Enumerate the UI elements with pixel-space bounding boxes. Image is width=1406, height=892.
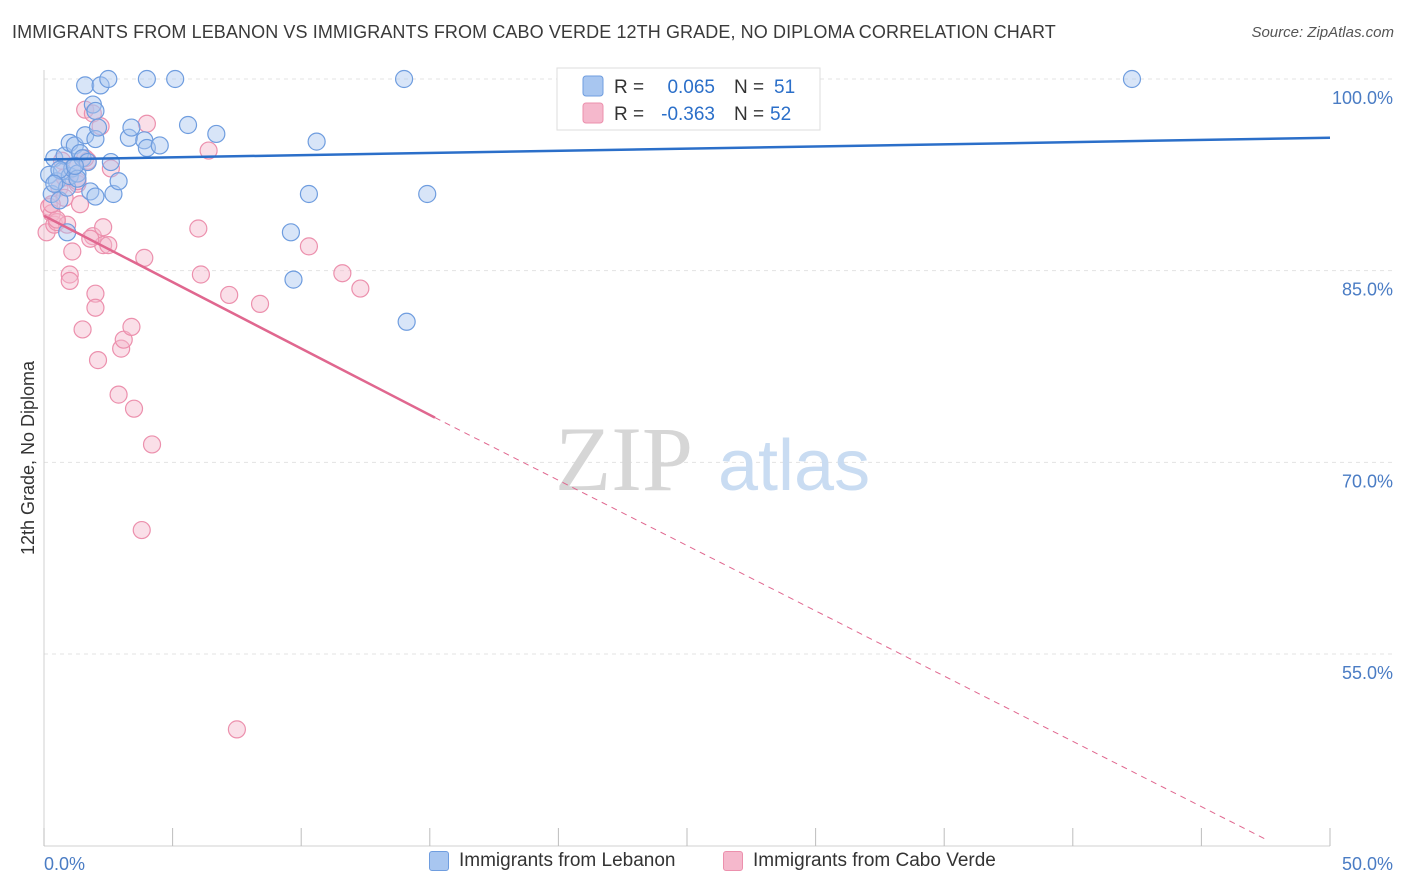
- lebanon-point: [122, 118, 141, 137]
- lebanon-point: [86, 129, 105, 149]
- lebanon-point: [76, 76, 95, 95]
- lebanon-point: [86, 101, 105, 121]
- watermark-atlas: atlas: [718, 426, 870, 506]
- y-tick-label: 85.0%: [1342, 280, 1393, 300]
- x-label-max: 50.0%: [1342, 854, 1393, 874]
- lebanon-point: [178, 115, 198, 135]
- cabo-verde-point: [60, 265, 79, 284]
- cabo-verde-point: [86, 298, 105, 317]
- lebanon-point: [299, 184, 319, 204]
- cabo-verde-point: [132, 520, 151, 540]
- cabo-verde-point: [191, 265, 210, 284]
- lebanon-point: [1122, 69, 1142, 89]
- lebanon-point: [207, 124, 226, 144]
- y-axis-title: 12th Grade, No Diploma: [18, 360, 38, 555]
- cabo-verde-trend-extension: [434, 417, 1266, 840]
- cabo-verde-point: [73, 320, 92, 339]
- legend-swatch-cabo-verde: [582, 102, 604, 124]
- bottom-legend-label-lebanon: Immigrants from Lebanon: [459, 850, 676, 871]
- y-tick-label: 55.0%: [1342, 663, 1393, 683]
- lebanon-point: [88, 118, 108, 137]
- lebanon-point: [281, 223, 301, 242]
- cabo-verde-point: [199, 141, 218, 160]
- cabo-verde-point: [88, 351, 108, 370]
- bottom-legend-swatch-cabo-verde: [723, 851, 743, 871]
- lebanon-point: [418, 184, 437, 204]
- cabo-verde-point: [250, 294, 270, 313]
- cabo-verde-point: [137, 114, 156, 133]
- cabo-verde-point: [70, 195, 90, 214]
- cabo-verde-point: [189, 219, 208, 238]
- lebanon-point: [86, 187, 105, 206]
- lebanon-point: [65, 156, 84, 175]
- cabo-verde-point: [86, 284, 105, 303]
- y-tick-label: 70.0%: [1342, 471, 1393, 491]
- legend-box: R = 0.065 N = 51 R = -0.363 N = 52: [556, 67, 821, 131]
- legend-n-value-2: 52: [770, 104, 791, 125]
- grid-lines: [44, 78, 1395, 655]
- x-ticks: [43, 828, 1331, 846]
- cabo-verde-point: [333, 264, 352, 283]
- cabo-verde-point: [60, 271, 79, 290]
- legend-n-label-1: N =: [734, 77, 764, 98]
- lebanon-point: [307, 132, 326, 151]
- lebanon-point: [45, 174, 64, 193]
- lebanon-points: [40, 69, 1142, 331]
- y-tick-label: 100.0%: [1332, 88, 1393, 108]
- lebanon-trend-line: [43, 136, 1331, 161]
- bottom-legend-swatch-lebanon: [429, 851, 449, 871]
- cabo-verde-trend-line: [43, 214, 436, 419]
- lebanon-point: [109, 172, 128, 191]
- legend-r-label-2: R =: [614, 104, 644, 125]
- lebanon-point: [99, 69, 118, 89]
- lebanon-point: [81, 182, 100, 201]
- cabo-verde-point: [351, 279, 370, 298]
- cabo-verde-point: [299, 237, 319, 256]
- lebanon-point: [394, 69, 414, 89]
- lebanon-point: [101, 152, 120, 172]
- watermark-zip: ZIP: [555, 408, 693, 510]
- source-label: Source: ZipAtlas.com: [1251, 24, 1394, 41]
- cabo-verde-point: [63, 242, 82, 261]
- lebanon-point: [397, 312, 416, 331]
- lebanon-point: [284, 270, 303, 289]
- legend-r-value-2: -0.363: [661, 104, 715, 125]
- legend-n-value-1: 51: [774, 77, 795, 98]
- trend-lines: [43, 136, 1331, 840]
- lebanon-point: [166, 69, 185, 89]
- bottom-legend-cabo-verde: Immigrants from Cabo Verde: [723, 850, 996, 872]
- legend-r-value-1: 0.065: [667, 77, 715, 98]
- bottom-legend-label-cabo-verde: Immigrants from Cabo Verde: [753, 850, 996, 871]
- x-label-min: 0.0%: [44, 854, 85, 874]
- cabo-verde-point: [227, 720, 246, 739]
- cabo-verde-point: [109, 385, 128, 404]
- cabo-verde-point: [124, 399, 144, 418]
- cabo-verde-point: [94, 218, 113, 237]
- cabo-verde-point: [122, 317, 141, 336]
- y-axis-labels: 100.0% 85.0% 70.0% 55.0%: [1332, 88, 1393, 683]
- chart-title: IMMIGRANTS FROM LEBANON VS IMMIGRANTS FR…: [12, 22, 1056, 42]
- legend-swatch-lebanon: [582, 75, 604, 97]
- lebanon-point: [137, 69, 156, 89]
- bottom-legend-lebanon: Immigrants from Lebanon: [429, 850, 676, 872]
- lebanon-point: [150, 136, 169, 155]
- legend-r-label-1: R =: [614, 77, 644, 98]
- legend-n-label-2: N =: [734, 104, 764, 125]
- cabo-verde-point: [142, 435, 162, 454]
- cabo-verde-point: [220, 285, 239, 305]
